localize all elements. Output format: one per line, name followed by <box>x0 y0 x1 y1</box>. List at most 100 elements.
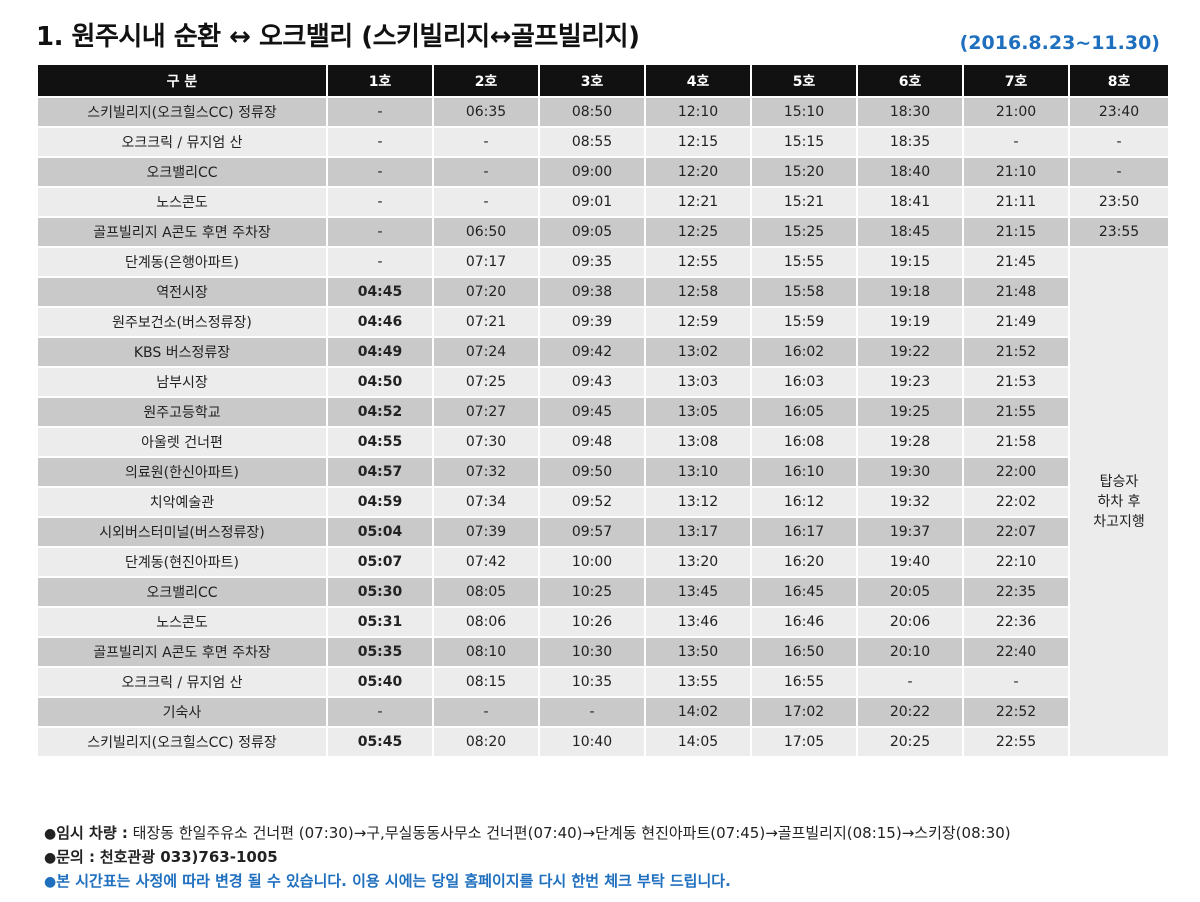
time-cell: 13:17 <box>644 516 752 548</box>
time-cell: 16:55 <box>750 666 858 698</box>
time-cell: 08:10 <box>432 636 540 668</box>
time-cell: 05:07 <box>326 546 434 578</box>
time-cell: 16:46 <box>750 606 858 638</box>
schedule-body: 스키빌리지(오크힐스CC) 정류장 -06:35 08:50 12:10 15:10 18… <box>36 96 1170 758</box>
time-cell: 04:55 <box>326 426 434 458</box>
table-row: 오크밸리CC 05:30 08:05 10:25 13:45 16:45 20:05 22:3… <box>36 576 1169 608</box>
time-cell: 05:45 <box>326 726 434 758</box>
time-cell: 13:45 <box>644 576 752 608</box>
table-row: 시외버스터미널(버스정류장) 05:04 07:39 09:57 13:17 16:17 1… <box>36 516 1169 548</box>
time-cell: 19:23 <box>856 366 964 398</box>
time-cell: 04:46 <box>326 306 434 338</box>
stop-name: 원주보건소(버스정류장) <box>36 306 328 338</box>
time-cell: 19:22 <box>856 336 964 368</box>
time-cell: 07:25 <box>432 366 540 398</box>
time-cell: 08:05 <box>432 576 540 608</box>
time-cell: 13:12 <box>644 486 752 518</box>
table-row: 의료원(한신아파트) 04:57 07:32 09:50 13:10 16:10 19:30… <box>36 456 1169 488</box>
table-row: 단계동(현진아파트) 05:07 07:42 10:00 13:20 16:20 19:40… <box>36 546 1169 578</box>
time-cell: 21:10 <box>962 156 1070 188</box>
time-cell: 08:15 <box>432 666 540 698</box>
time-cell: 20:06 <box>856 606 964 638</box>
time-cell: 16:12 <box>750 486 858 518</box>
time-cell: 19:18 <box>856 276 964 308</box>
time-cell: 09:57 <box>538 516 646 548</box>
time-cell: 10:35 <box>538 666 646 698</box>
time-cell: 07:32 <box>432 456 540 488</box>
page-title: 1. 원주시내 순환 ↔ 오크밸리 (스키빌리지↔골프빌리지) <box>36 22 640 52</box>
time-cell: 19:15 <box>856 246 964 278</box>
table-row: 노스콘도 - -09:01 12:21 15:21 18:41 21:11 23:50 <box>36 186 1170 218</box>
time-cell: - <box>432 186 540 218</box>
table-row: KBS 버스정류장 04:49 07:24 09:42 13:02 16:02 19:22 2… <box>36 336 1169 368</box>
time-cell: 23:50 <box>1068 186 1170 218</box>
time-cell: - <box>326 186 434 218</box>
time-cell: 07:34 <box>432 486 540 518</box>
time-cell: - <box>326 126 434 158</box>
table-row: 골프빌리지 A콘도 후면 주차장 -06:50 09:05 12:25 15:25 18:… <box>36 216 1170 248</box>
time-cell: 09:39 <box>538 306 646 338</box>
header-bus-1: 1호 <box>326 63 434 98</box>
time-cell: 05:35 <box>326 636 434 668</box>
note-temporary-text: 태장동 한일주유소 건너편 (07:30)→구,무실동동사무소 건너편(07:4… <box>132 824 1011 842</box>
note-notice: ●본 시간표는 사정에 따라 변경 될 수 있습니다. 이용 시에는 당일 홈페… <box>44 870 1011 894</box>
time-cell: 21:58 <box>962 426 1070 458</box>
time-cell: 05:31 <box>326 606 434 638</box>
schedule-table: 구 분 1호 2호 3호 4호 5호 6호 7호 8호 스키빌리지(오크힐스CC… <box>36 63 1170 758</box>
stop-name: 남부시장 <box>36 366 328 398</box>
time-cell: 19:28 <box>856 426 964 458</box>
time-cell: 19:19 <box>856 306 964 338</box>
time-cell: 12:25 <box>644 216 752 248</box>
time-cell: 12:20 <box>644 156 752 188</box>
table-row: 원주보건소(버스정류장) 04:46 07:21 09:39 12:59 15:59 19:… <box>36 306 1169 338</box>
time-cell: - <box>326 696 434 728</box>
time-cell: 21:48 <box>962 276 1070 308</box>
time-cell: - <box>326 216 434 248</box>
time-cell: 07:42 <box>432 546 540 578</box>
stop-name: 역전시장 <box>36 276 328 308</box>
time-cell: 15:21 <box>750 186 858 218</box>
time-cell: 21:00 <box>962 96 1070 128</box>
time-cell: 06:50 <box>432 216 540 248</box>
time-cell: - <box>432 696 540 728</box>
table-row: 아울렛 건너편 04:55 07:30 09:48 13:08 16:08 19:28 21:… <box>36 426 1169 458</box>
time-cell: 19:30 <box>856 456 964 488</box>
stop-name: 골프빌리지 A콘도 후면 주차장 <box>36 636 328 668</box>
stop-name: 의료원(한신아파트) <box>36 456 328 488</box>
time-cell: 16:03 <box>750 366 858 398</box>
time-cell: 15:58 <box>750 276 858 308</box>
table-row: 스키빌리지(오크힐스CC) 정류장 -06:35 08:50 12:10 15:10 18… <box>36 96 1170 128</box>
time-cell: 22:36 <box>962 606 1070 638</box>
time-cell: - <box>1068 156 1170 188</box>
time-cell: 09:45 <box>538 396 646 428</box>
time-cell: 15:15 <box>750 126 858 158</box>
note-contact-text: 천호관광 033)763-1005 <box>99 848 278 866</box>
time-cell: - <box>432 156 540 188</box>
time-cell: 13:02 <box>644 336 752 368</box>
time-cell: 08:06 <box>432 606 540 638</box>
time-cell: 20:22 <box>856 696 964 728</box>
time-cell: 09:00 <box>538 156 646 188</box>
time-cell: 14:02 <box>644 696 752 728</box>
header-bus-5: 5호 <box>750 63 858 98</box>
time-cell: 21:53 <box>962 366 1070 398</box>
note-contact-label: 문의 : <box>56 848 96 866</box>
stop-name: 노스콘도 <box>36 606 328 638</box>
stop-name: 치악예술관 <box>36 486 328 518</box>
time-cell: - <box>326 96 434 128</box>
table-row: 기숙사 - - -14:02 17:02 20:22 22:52 <box>36 696 1169 728</box>
time-cell: 22:07 <box>962 516 1070 548</box>
time-cell: 20:05 <box>856 576 964 608</box>
time-cell: 17:02 <box>750 696 858 728</box>
time-cell: 22:35 <box>962 576 1070 608</box>
time-cell: 13:03 <box>644 366 752 398</box>
time-cell: 04:45 <box>326 276 434 308</box>
time-cell: 19:37 <box>856 516 964 548</box>
time-cell: 23:40 <box>1068 96 1170 128</box>
table-row: 원주고등학교 04:52 07:27 09:45 13:05 16:05 19:25 21:5… <box>36 396 1169 428</box>
time-cell: 22:02 <box>962 486 1070 518</box>
time-cell: 16:08 <box>750 426 858 458</box>
note-contact: ●문의 : 천호관광 033)763-1005 <box>44 846 1011 870</box>
time-cell: 15:20 <box>750 156 858 188</box>
time-cell: 10:25 <box>538 576 646 608</box>
